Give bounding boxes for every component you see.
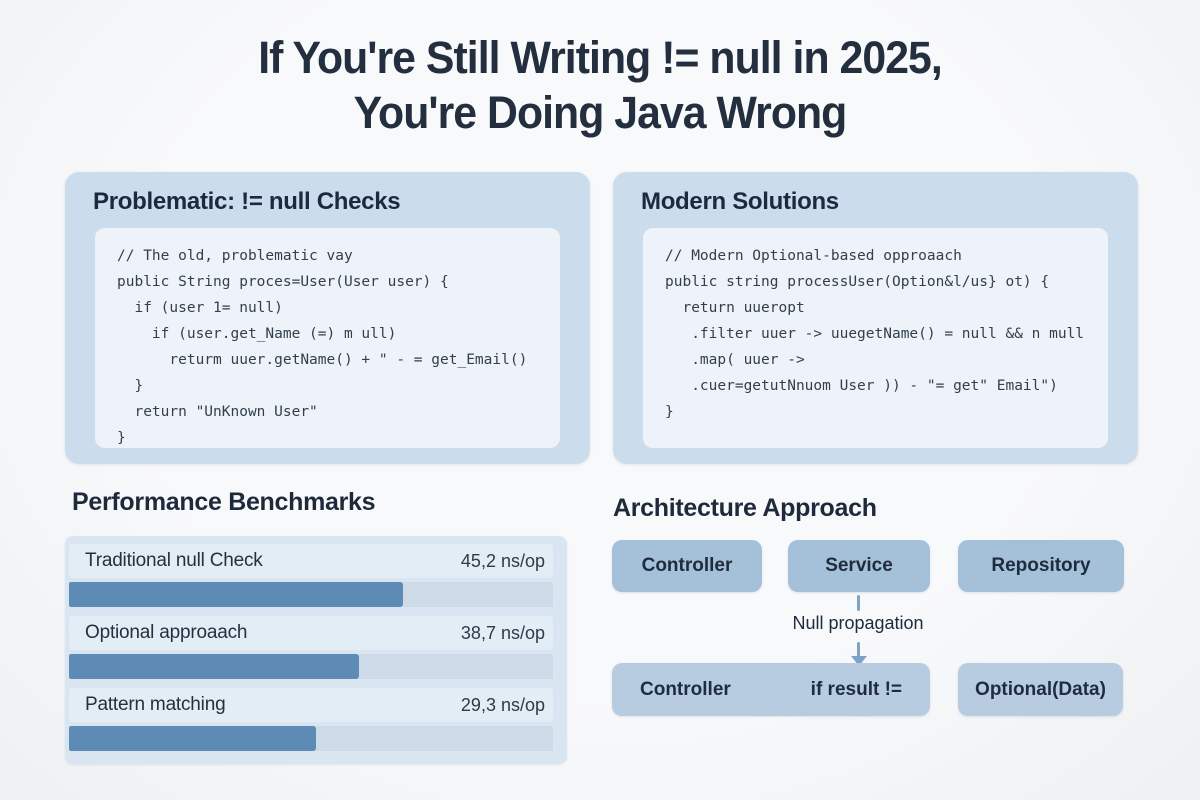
benchmark-bar-fill <box>69 654 360 679</box>
code-line: .filter uuer -> uuegetName() = null && n… <box>665 326 1085 342</box>
benchmark-label: Pattern matching <box>85 694 226 715</box>
benchmark-label-strip: Traditional null Check 45,2 ns/op <box>69 544 553 578</box>
benchmark-bar-track <box>69 726 553 751</box>
benchmark-label-strip: Optional approaach 38,7 ns/op <box>69 616 553 650</box>
page-title-line2: You're Doing Java Wrong <box>353 87 848 138</box>
code-line: } <box>665 404 674 420</box>
page-title: If You're Still Writing != null in 2025,… <box>30 30 1170 140</box>
code-line: // The old, problematic vay <box>117 248 353 264</box>
arch-box-service: Service <box>788 540 930 592</box>
modern-panel-title: Modern Solutions <box>641 188 839 215</box>
benchmark-label: Optional approaach <box>85 622 248 643</box>
arrow-down-icon <box>851 656 867 666</box>
modern-solutions-panel: Modern Solutions // Modern Optional-base… <box>613 172 1138 464</box>
benchmark-value: 38,7 ns/op <box>460 622 545 643</box>
connector-line-bottom <box>857 642 860 657</box>
problematic-panel-title: Problematic: != null Checks <box>93 188 401 215</box>
benchmark-label-strip: Pattern matching 29,3 ns/op <box>69 688 553 722</box>
benchmark-row: Pattern matching 29,3 ns/op <box>69 688 553 751</box>
benchmark-row: Traditional null Check 45,2 ns/op <box>69 544 553 607</box>
benchmarks-title: Performance Benchmarks <box>72 488 376 516</box>
code-line: } <box>117 378 144 394</box>
code-line: if (user.get_Name (=) m ull) <box>117 326 397 342</box>
benchmark-bar-fill <box>69 726 316 751</box>
benchmark-bar-track <box>69 654 553 679</box>
code-line: .cuer=getutNnuom User )) - "= get" Email… <box>665 378 1058 394</box>
arch-result-left-label: Controller <box>640 678 731 700</box>
code-line: return uueropt <box>665 300 805 316</box>
arch-box-controller: Controller <box>612 540 762 592</box>
arch-result-right-label: if result != <box>810 678 902 700</box>
code-line: if (user 1= null) <box>117 300 283 316</box>
page-title-line1: If You're Still Writing != null in 2025, <box>258 32 943 83</box>
code-line: // Modern Optional-based opproaach <box>665 248 962 264</box>
code-line: } <box>117 430 126 446</box>
connector-label: Null propagation <box>792 613 924 633</box>
code-line: .map( uuer -> <box>665 352 805 368</box>
benchmark-value: 29,3 ns/op <box>460 694 545 715</box>
benchmark-bar-track <box>69 582 553 607</box>
problematic-code-block: // The old, problematic vay public Strin… <box>95 228 560 448</box>
code-line: public String proces=User(User user) { <box>117 274 449 290</box>
benchmark-value: 45,2 ns/op <box>460 550 545 571</box>
code-line: returm uuer.getName() + " - = get_Email(… <box>117 352 528 368</box>
arch-box-optional-data: Optional(Data) <box>958 663 1123 716</box>
benchmark-row: Optional approaach 38,7 ns/op <box>69 616 553 679</box>
architecture-title: Architecture Approach <box>613 494 877 522</box>
arch-box-result: Controller if result != <box>612 663 930 716</box>
problematic-panel: Problematic: != null Checks // The old, … <box>65 172 590 464</box>
code-line: public string processUser(Option&l/us} o… <box>665 274 1050 290</box>
benchmark-label: Traditional null Check <box>85 550 263 571</box>
modern-code-block: // Modern Optional-based opproaach publi… <box>643 228 1108 448</box>
arch-box-repository: Repository <box>958 540 1124 592</box>
benchmarks-panel: Traditional null Check 45,2 ns/op Option… <box>65 536 567 764</box>
benchmark-bar-fill <box>69 582 403 607</box>
code-line: return "UnKnown User" <box>117 404 318 420</box>
connector-line-top <box>857 595 860 611</box>
